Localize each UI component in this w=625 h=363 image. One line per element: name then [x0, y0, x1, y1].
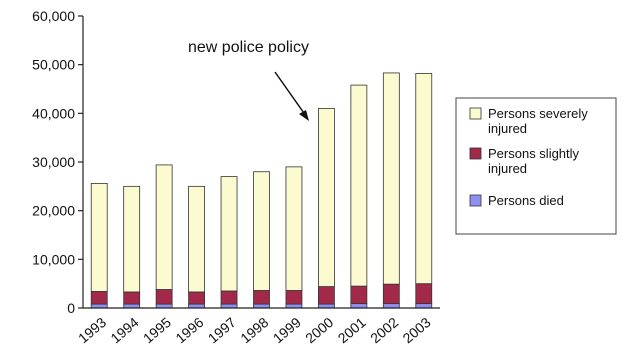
- y-tick-label: 30,000: [32, 154, 75, 170]
- bar-segment-persons-slightly-injured: [123, 291, 141, 305]
- bar-segment-persons-severely-injured: [220, 176, 238, 292]
- legend-label: Persons died: [488, 193, 564, 208]
- y-tick-label: 20,000: [32, 203, 75, 219]
- bar-segment-persons-slightly-injured: [415, 283, 433, 305]
- bar-segment-persons-slightly-injured: [318, 286, 335, 305]
- bar-segment-persons-slightly-injured: [382, 283, 400, 305]
- bar-segment-persons-severely-injured: [155, 164, 173, 290]
- bar-segment-persons-severely-injured: [123, 185, 141, 293]
- bar-segment-persons-slightly-injured: [253, 290, 270, 305]
- y-tick-label: 40,000: [32, 105, 75, 121]
- bar-segment-persons-severely-injured: [188, 185, 205, 293]
- legend-swatch: [469, 194, 482, 207]
- x-tick-label: 2001: [335, 314, 369, 346]
- x-tick-label: 1993: [75, 314, 109, 346]
- legend-label-line: injured: [488, 161, 527, 176]
- bar-segment-persons-slightly-injured: [220, 290, 238, 305]
- legend-label-line: Persons severely: [488, 106, 588, 121]
- x-tick-label: 2000: [302, 314, 336, 346]
- bar-segment-persons-severely-injured: [90, 183, 108, 292]
- bar-segment-persons-severely-injured: [253, 171, 270, 291]
- legend-label: Persons slightly injured: [488, 146, 580, 176]
- bar-segment-persons-slightly-injured: [188, 291, 205, 305]
- bar-segment-persons-slightly-injured: [285, 290, 303, 305]
- legend-label-line: Persons died: [488, 193, 564, 208]
- bar-segment-persons-died: [415, 303, 433, 309]
- annotation-text: new police policy: [188, 39, 309, 56]
- legend-label: Persons severely injured: [488, 106, 588, 136]
- bar-segment-persons-severely-injured: [415, 73, 433, 285]
- legend-swatch: [469, 107, 482, 120]
- annotation: new police policy: [188, 39, 309, 121]
- bar-segment-persons-severely-injured: [382, 72, 400, 285]
- bar-segment-persons-severely-injured: [350, 84, 368, 287]
- legend-box: [455, 97, 617, 235]
- bar-segment-persons-slightly-injured: [350, 285, 368, 305]
- bar-segment-persons-severely-injured: [285, 166, 303, 291]
- bar-segment-persons-died: [350, 303, 368, 309]
- bar-segment-persons-slightly-injured: [155, 289, 173, 305]
- x-tick-label: 1999: [270, 314, 304, 346]
- legend-swatch: [469, 147, 482, 160]
- x-tick-label: 1996: [172, 314, 206, 346]
- x-tick-label: 1994: [107, 314, 141, 346]
- y-tick-label: 10,000: [32, 251, 75, 267]
- x-tick-label: 2002: [367, 314, 401, 346]
- annotation-arrow-line: [274, 71, 307, 117]
- bar-segment-persons-severely-injured: [318, 108, 335, 287]
- annotation-arrowhead: [299, 110, 309, 121]
- legend-label-line: injured: [488, 121, 527, 136]
- y-tick-label: 60,000: [32, 8, 75, 24]
- bar-segment-persons-died: [382, 303, 400, 309]
- x-tick-label: 1995: [140, 314, 174, 346]
- bar-segment-persons-slightly-injured: [90, 291, 108, 305]
- x-tick-label: 1998: [237, 314, 271, 346]
- bars: [90, 72, 433, 309]
- x-axis: 1993199419951996199719981999200020012002…: [75, 307, 440, 346]
- legend-label-line: Persons slightly: [488, 146, 580, 161]
- x-tick-label: 1997: [205, 314, 239, 346]
- y-tick-label: 50,000: [32, 57, 75, 73]
- x-tick-label: 2003: [400, 314, 434, 346]
- y-axis: 0 10,000 20,000 30,000 40,000 50,000 60,000: [32, 8, 84, 316]
- y-tick-label: 0: [67, 300, 75, 316]
